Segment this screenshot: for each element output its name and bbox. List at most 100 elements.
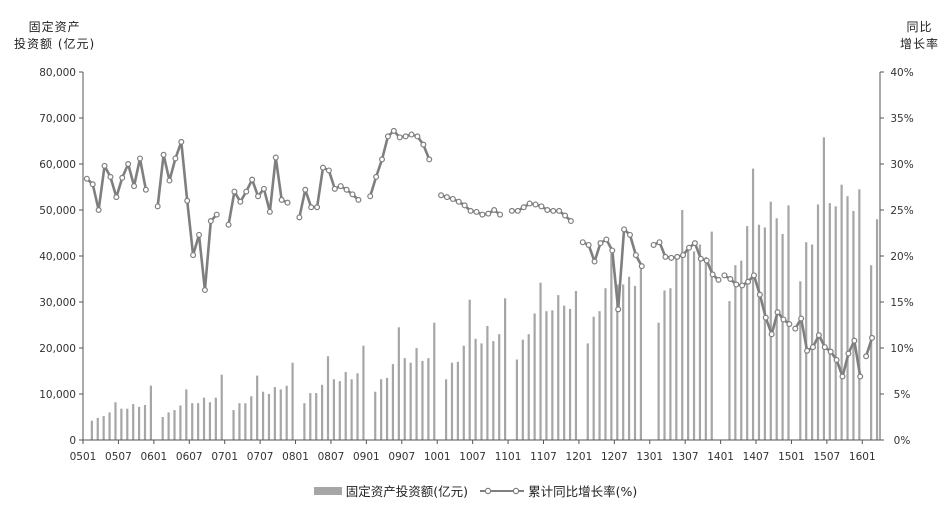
growth-point [284,199,291,206]
x-tick-label: 0601 [140,451,167,463]
growth-point [473,208,480,215]
right-tick-label: 30% [890,159,913,171]
growth-point [343,186,350,193]
investment-bar [734,265,737,440]
legend-item-growth: 累计同比增长率(%) [480,481,637,500]
left-tick-label: 70,000 [39,113,76,125]
investment-bar [250,396,253,440]
investment-bar [267,394,271,440]
growth-point [396,134,403,141]
investment-bar [781,233,784,440]
growth-point [615,306,622,313]
growth-point [603,236,610,243]
growth-point [314,204,321,211]
investment-bar [586,343,589,440]
left-tick-label: 30,000 [39,297,76,309]
investment-bar [681,210,684,440]
growth-point [626,231,633,238]
legend-label-growth: 累计同比增长率(%) [528,484,638,499]
growth-point [249,176,256,183]
legend-label-investment: 固定资产投资额(亿元) [345,484,469,499]
right-tick-label: 25% [890,205,913,217]
investment-bar [444,379,448,440]
investment-bar [669,288,672,440]
growth-point [154,203,161,210]
investment-bar [515,359,519,440]
investment-bar [362,345,365,440]
growth-point [325,167,332,174]
investment-bar [285,385,288,440]
growth-point [113,194,120,201]
x-tick-label: 1307 [672,451,699,463]
investment-bar [563,305,566,440]
growth-point [319,164,326,171]
chart-area: 0 10,000 20,000 30,000 40,000 50,000 60,000 70,… [39,67,913,463]
right-tick-label: 10% [890,343,913,355]
growth-point [585,241,592,248]
investment-bar [315,393,318,440]
x-tick-label: 0507 [105,451,132,463]
investment-bar [161,417,164,440]
growth-point [426,156,433,163]
investment-bar [639,264,642,440]
growth-point [621,226,628,233]
investment-bar [220,374,223,440]
growth-point [237,198,244,205]
investment-bar [704,256,707,440]
investment-bar [291,362,294,440]
investment-bar [149,385,152,440]
investment-bar [380,379,383,440]
investment-bar [692,251,696,440]
investment-bar [875,219,879,440]
investment-bar [114,402,117,440]
x-tick-label: 1407 [743,451,770,463]
investment-bar [403,358,406,440]
investment-bar [498,334,501,440]
growth-point [408,131,415,138]
growth-point [178,138,185,145]
growth-point [107,173,114,180]
growth-point [201,287,208,294]
growth-point [609,247,616,254]
left-tick-label: 40,000 [39,251,76,263]
growth-point [455,198,462,205]
growth-point [703,257,710,264]
investment-bar [574,290,578,440]
growth-point [461,202,468,209]
growth-point [296,214,303,221]
growth-point [691,240,698,247]
growth-point [89,181,96,188]
growth-point [532,201,539,208]
growth-point [260,185,267,192]
growth-point [125,161,132,168]
left-tick-label: 50,000 [39,205,76,217]
growth-point [207,218,214,225]
growth-point [632,252,639,259]
investment-bar [332,379,336,440]
investment-bar [167,412,170,440]
legend-bar-swatch [313,486,342,495]
growth-point [809,344,816,351]
growth-point [337,183,344,190]
growth-point [420,141,427,148]
right-axis-title-line2: 增长率 [899,37,939,51]
investment-bar [622,284,625,440]
investment-bar [137,406,141,440]
growth-point [774,309,781,316]
x-tick-label: 1201 [566,451,593,463]
growth-point [674,253,681,260]
investment-bar [309,393,312,440]
legend-line-swatch [480,487,525,494]
x-tick-label: 0807 [318,451,345,463]
growth-point [514,207,521,214]
growth-point [745,278,752,285]
growth-point [491,207,498,214]
investment-bar [763,227,766,440]
investment-bar [604,288,607,440]
growth-point [863,353,870,360]
growth-point [668,254,675,261]
left-tick-label: 10,000 [39,389,76,401]
investment-bar [616,284,619,440]
x-tick-label: 0901 [353,451,380,463]
growth-point [243,188,250,195]
